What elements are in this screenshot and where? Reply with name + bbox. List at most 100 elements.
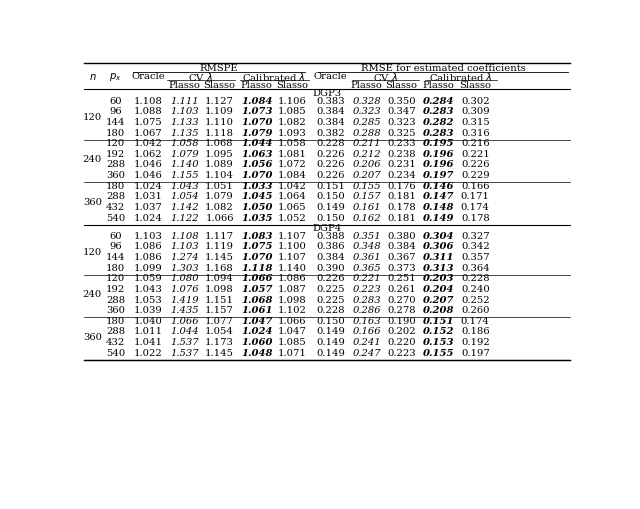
Text: 96: 96	[109, 242, 122, 251]
Text: 1.107: 1.107	[278, 232, 307, 240]
Text: 0.206: 0.206	[353, 160, 381, 169]
Text: 0.228: 0.228	[316, 139, 344, 148]
Text: 1.122: 1.122	[170, 213, 199, 222]
Text: 0.386: 0.386	[316, 242, 344, 251]
Text: Slasso: Slasso	[386, 80, 418, 90]
Text: 0.197: 0.197	[461, 348, 490, 357]
Text: Oracle: Oracle	[131, 72, 165, 81]
Text: 0.390: 0.390	[316, 263, 344, 272]
Text: 1.061: 1.061	[241, 305, 273, 315]
Text: 1.066: 1.066	[241, 274, 273, 283]
Text: 1.085: 1.085	[278, 337, 307, 347]
Text: 0.207: 0.207	[423, 295, 454, 304]
Text: 0.162: 0.162	[353, 213, 381, 222]
Text: 1.089: 1.089	[205, 160, 234, 169]
Text: 192: 192	[106, 285, 125, 293]
Text: 0.373: 0.373	[387, 263, 416, 272]
Text: 1.127: 1.127	[205, 97, 234, 105]
Text: 1.039: 1.039	[134, 305, 163, 315]
Text: 1.145: 1.145	[205, 252, 234, 262]
Text: 1.142: 1.142	[170, 203, 199, 212]
Text: 1.082: 1.082	[205, 203, 234, 212]
Text: 1.093: 1.093	[278, 128, 307, 137]
Text: 1.168: 1.168	[205, 263, 234, 272]
Text: CV $\lambda$: CV $\lambda$	[373, 70, 398, 82]
Text: 1.079: 1.079	[205, 192, 234, 201]
Text: 0.171: 0.171	[461, 192, 490, 201]
Text: 1.117: 1.117	[205, 232, 234, 240]
Text: 1.274: 1.274	[170, 252, 199, 262]
Text: 1.047: 1.047	[278, 327, 307, 336]
Text: 1.157: 1.157	[205, 305, 234, 315]
Text: 1.053: 1.053	[134, 295, 163, 304]
Text: 0.367: 0.367	[387, 252, 416, 262]
Text: 1.031: 1.031	[134, 192, 163, 201]
Text: 0.348: 0.348	[353, 242, 381, 251]
Text: 240: 240	[83, 290, 102, 299]
Text: DGP4: DGP4	[312, 224, 342, 233]
Text: 1.073: 1.073	[241, 107, 273, 116]
Text: 0.282: 0.282	[423, 118, 454, 127]
Text: 0.196: 0.196	[423, 150, 454, 158]
Text: 0.278: 0.278	[387, 305, 416, 315]
Text: 0.226: 0.226	[461, 160, 490, 169]
Text: $p_x$: $p_x$	[109, 70, 122, 82]
Text: 0.304: 0.304	[423, 232, 454, 240]
Text: 1.081: 1.081	[278, 150, 307, 158]
Text: 1.058: 1.058	[170, 139, 199, 148]
Text: 0.203: 0.203	[423, 274, 454, 283]
Text: 0.261: 0.261	[387, 285, 416, 293]
Text: 0.225: 0.225	[316, 295, 344, 304]
Text: 1.082: 1.082	[278, 118, 307, 127]
Text: 1.419: 1.419	[170, 295, 199, 304]
Text: 1.070: 1.070	[241, 252, 273, 262]
Text: 1.103: 1.103	[170, 242, 199, 251]
Text: 1.104: 1.104	[205, 171, 234, 180]
Text: 0.155: 0.155	[423, 348, 454, 357]
Text: 1.046: 1.046	[134, 171, 163, 180]
Text: 1.024: 1.024	[241, 327, 273, 336]
Text: 1.084: 1.084	[278, 171, 307, 180]
Text: 0.384: 0.384	[316, 118, 345, 127]
Text: 0.176: 0.176	[387, 181, 416, 190]
Text: 0.150: 0.150	[316, 316, 345, 325]
Text: 1.087: 1.087	[278, 285, 307, 293]
Text: 1.077: 1.077	[205, 316, 234, 325]
Text: 180: 180	[106, 181, 125, 190]
Text: Slasso: Slasso	[276, 80, 308, 90]
Text: 1.047: 1.047	[241, 316, 273, 325]
Text: 1.107: 1.107	[278, 252, 307, 262]
Text: 0.223: 0.223	[353, 285, 381, 293]
Text: Slasso: Slasso	[204, 80, 236, 90]
Text: 0.328: 0.328	[353, 97, 381, 105]
Text: 0.283: 0.283	[423, 128, 454, 137]
Text: 0.364: 0.364	[461, 263, 490, 272]
Text: 360: 360	[106, 171, 125, 180]
Text: 1.119: 1.119	[205, 242, 234, 251]
Text: 1.024: 1.024	[134, 181, 163, 190]
Text: 1.080: 1.080	[170, 274, 199, 283]
Text: 0.283: 0.283	[353, 295, 381, 304]
Text: 1.054: 1.054	[205, 327, 234, 336]
Text: 1.043: 1.043	[170, 181, 199, 190]
Text: 0.197: 0.197	[423, 171, 454, 180]
Text: Plasso: Plasso	[169, 80, 200, 90]
Text: 1.046: 1.046	[134, 160, 163, 169]
Text: 1.140: 1.140	[278, 263, 307, 272]
Text: 0.226: 0.226	[316, 171, 344, 180]
Text: 1.095: 1.095	[205, 150, 234, 158]
Text: 0.150: 0.150	[316, 192, 345, 201]
Text: 1.041: 1.041	[134, 337, 163, 347]
Text: 1.066: 1.066	[205, 213, 234, 222]
Text: Calibrated $\lambda$: Calibrated $\lambda$	[243, 70, 306, 82]
Text: 0.208: 0.208	[423, 305, 454, 315]
Text: 1.151: 1.151	[205, 295, 234, 304]
Text: 0.285: 0.285	[353, 118, 381, 127]
Text: 0.228: 0.228	[461, 274, 490, 283]
Text: 1.044: 1.044	[241, 139, 273, 148]
Text: Oracle: Oracle	[314, 72, 348, 81]
Text: 1.086: 1.086	[278, 274, 307, 283]
Text: 1.086: 1.086	[134, 242, 163, 251]
Text: 1.099: 1.099	[134, 263, 163, 272]
Text: 1.173: 1.173	[205, 337, 234, 347]
